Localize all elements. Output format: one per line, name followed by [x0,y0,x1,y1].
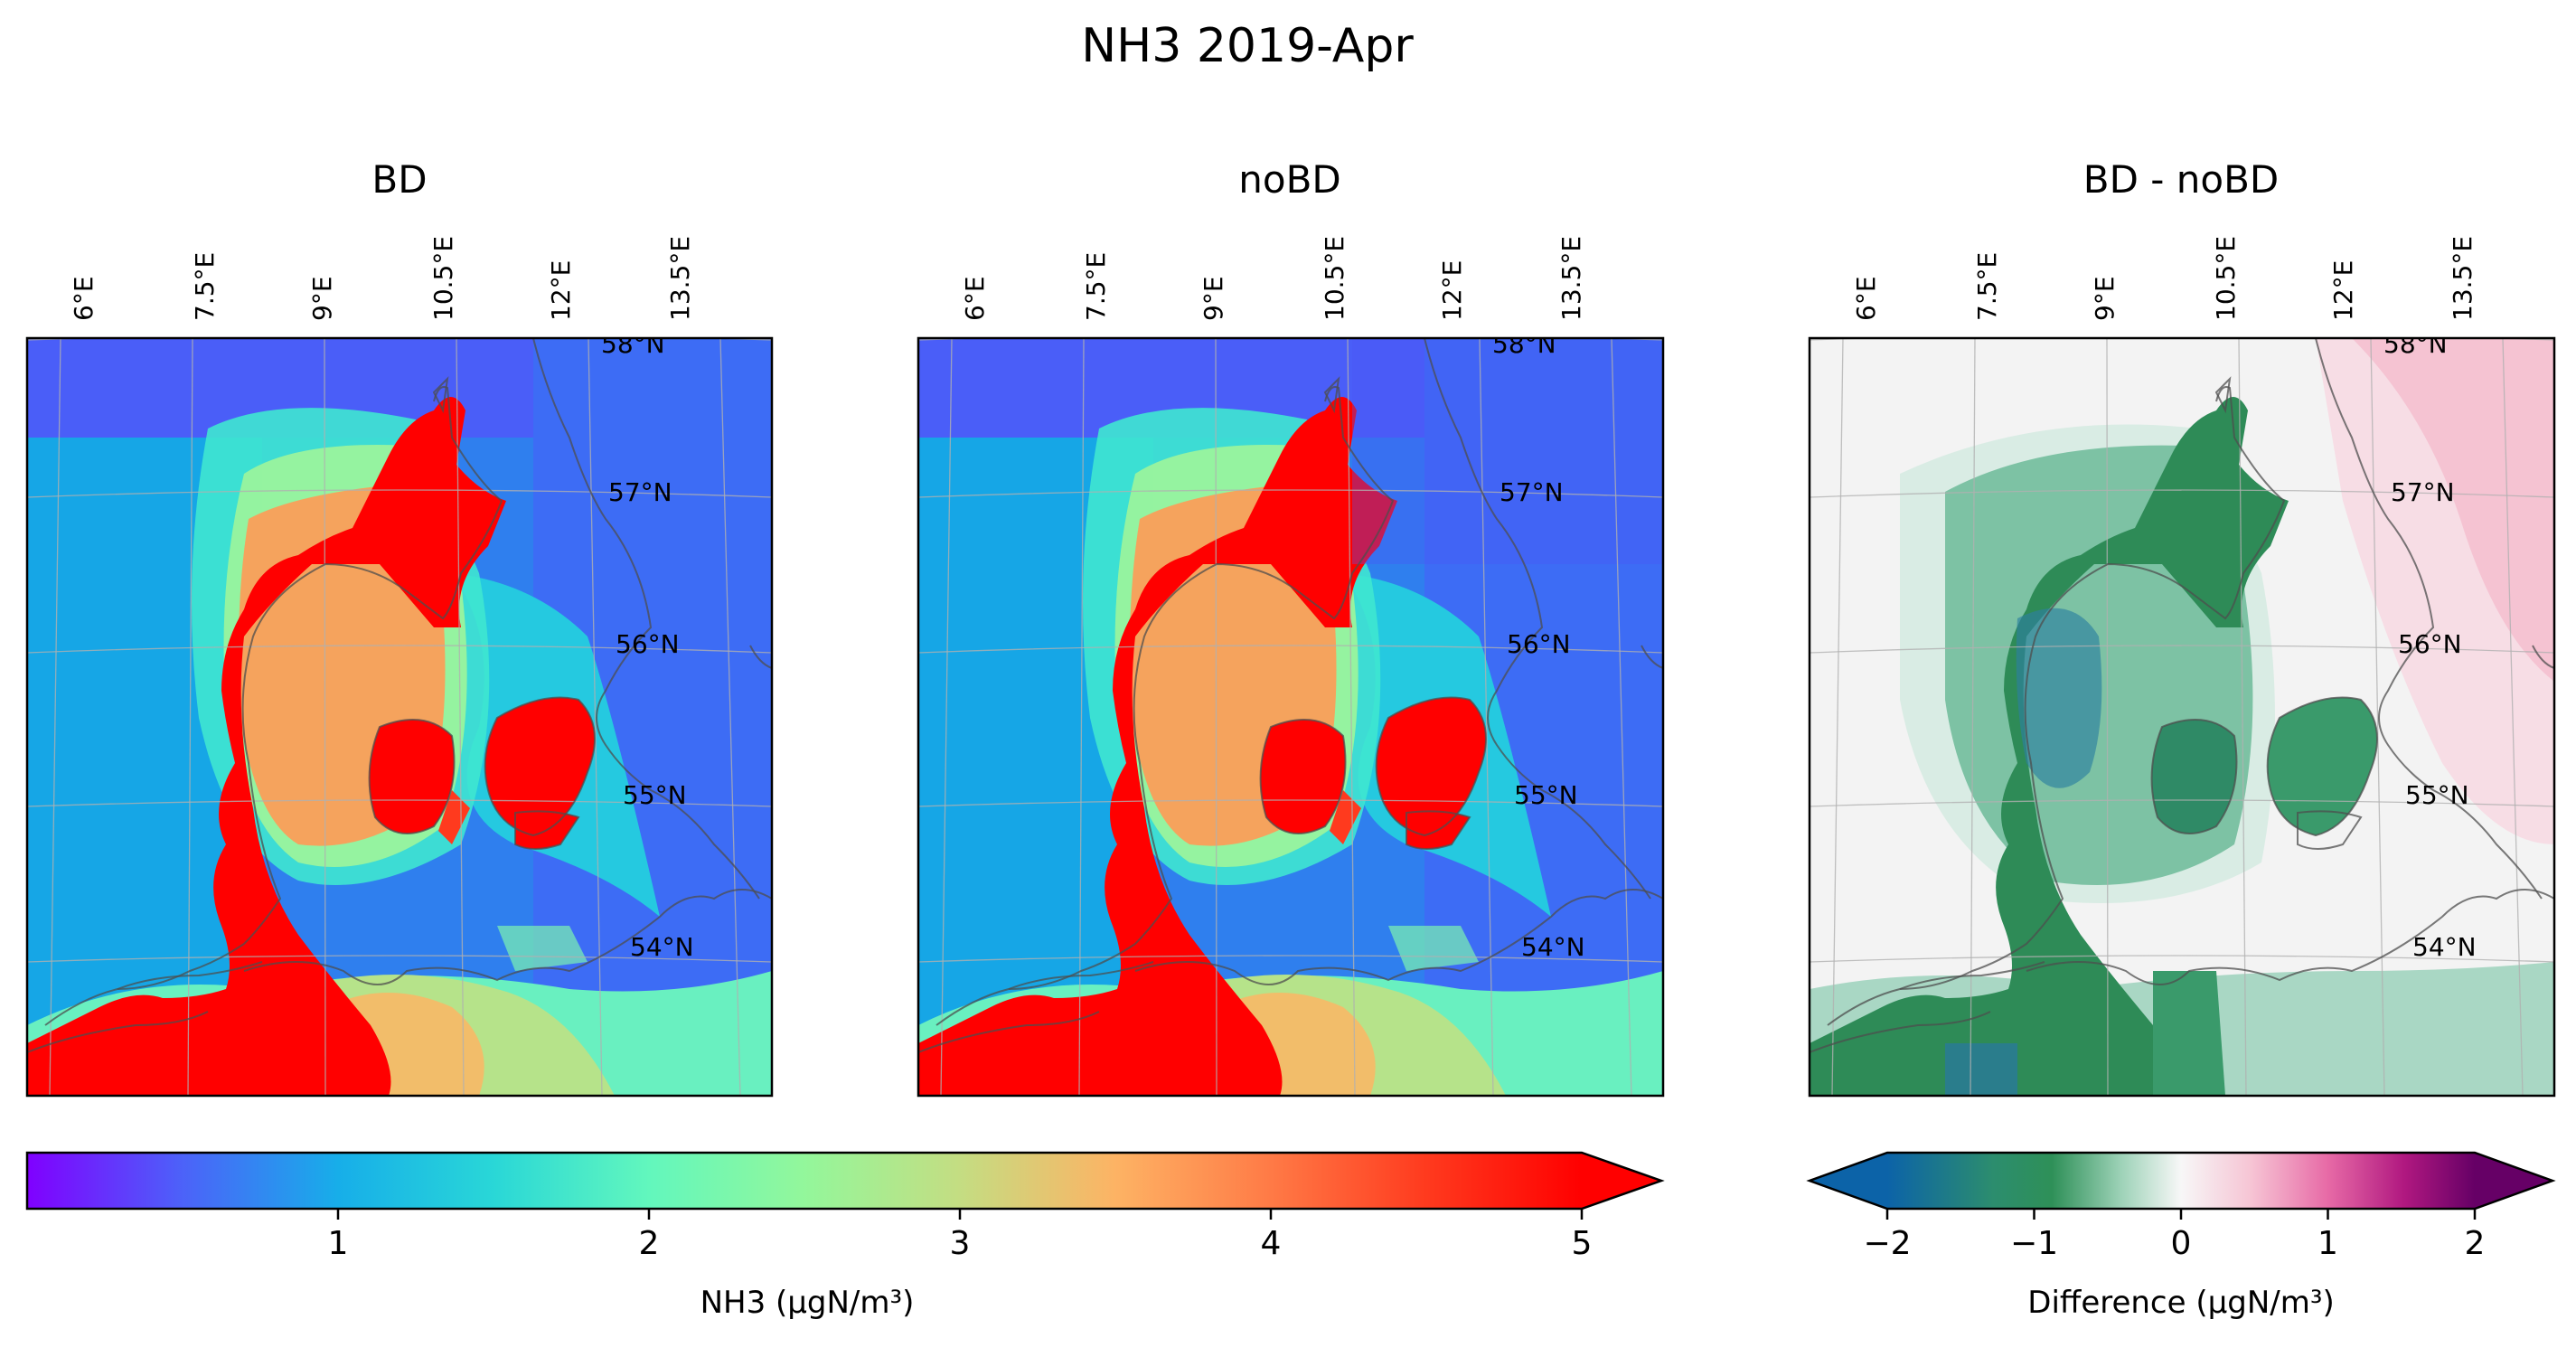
colorbar-tick-label: 1 [2317,1225,2338,1262]
colorbar-diff-label: Difference (µgN/m³) [2027,1285,2334,1321]
lon-tick-label: 7.5°E [190,252,220,321]
heatmap-nobd: 58°N 57°N 56°N 55°N 54°N [918,329,1663,1096]
colorbar-diff-gradient [1887,1153,2475,1209]
lon-tick-label: 13.5°E [2448,236,2477,321]
lon-tick-label: 12°E [1437,260,1467,321]
colorbar-tick-label: −1 [2010,1225,2058,1262]
colorbar-tick-label: 0 [2171,1225,2192,1262]
lon-tick-label: 12°E [2328,260,2358,321]
lon-tick-label: 6°E [1851,276,1881,321]
lon-tick-labels: 6°E 7.5°E 9°E 10.5°E 12°E 13.5°E [69,236,695,321]
lon-tick-label: 10.5°E [2211,236,2241,321]
colorbar-main-ticks: 1 2 3 4 5 [328,1209,1593,1262]
lon-tick-label: 10.5°E [1320,236,1349,321]
lat-tick-label: 57°N [608,477,672,507]
panel-difference: BD - noBD 6°E 7.5°E 9°E 10.5°E 12°E 13.5… [1808,157,2556,1098]
lat-tick-label: 54°N [2412,932,2477,962]
lon-tick-label: 9°E [307,276,337,321]
lon-tick-labels: 6°E 7.5°E 9°E 10.5°E 12°E 13.5°E [1851,236,2477,321]
lat-tick-label: 55°N [1514,780,1578,810]
lat-tick-label: 54°N [1521,932,1585,962]
lat-tick-labels: 58°N 57°N 56°N 55°N 54°N [2383,329,2477,962]
lat-tick-label: 55°N [2405,780,2469,810]
lat-tick-label: 58°N [601,329,665,359]
colorbar-tick-label: 4 [1261,1225,1282,1262]
colorbar-main-gradient [27,1153,1582,1209]
lat-tick-label: 56°N [1507,629,1571,659]
lon-tick-label: 6°E [69,276,99,321]
colorbar-main: 1 2 3 4 5 NH3 (µgN/m³) [25,1151,1665,1321]
colorbar-diff: −2 −1 0 1 2 Difference (µgN/m³) [1806,1151,2556,1321]
colorbar-tick-label: 2 [639,1225,660,1262]
colorbar-extend-min-arrow [1810,1153,1887,1209]
colorbar-tick-label: 1 [328,1225,349,1262]
lon-tick-label: 9°E [1199,276,1228,321]
colorbar-tick-label: 2 [2465,1225,2486,1262]
lat-tick-labels: 58°N 57°N 56°N 55°N 54°N [601,329,694,962]
figure-title: NH3 2019-Apr [1081,19,1414,73]
map-frame [1808,336,2556,1098]
colorbar-diff-ticks: −2 −1 0 1 2 [1863,1209,2485,1262]
lon-tick-label: 13.5°E [665,236,695,321]
lat-tick-label: 56°N [2398,629,2462,659]
lon-tick-label: 12°E [546,260,576,321]
panel-nobd: noBD 6°E 7.5°E 9°E 10.5°E 12°E 13.5°E 58… [917,157,1665,1098]
colorbar-main-outline [25,1151,1665,1211]
lon-tick-labels: 6°E 7.5°E 9°E 10.5°E 12°E 13.5°E [960,236,1586,321]
lon-tick-label: 9°E [2090,276,2120,321]
colorbar-tick-label: 3 [950,1225,971,1262]
lat-tick-label: 54°N [630,932,694,962]
panel-title: BD - noBD [2083,157,2279,202]
heatmap-difference: 58°N 57°N 56°N 55°N 54°N [1810,329,2554,1096]
lat-tick-labels: 58°N 57°N 56°N 55°N 54°N [1492,329,1585,962]
map-frame [25,336,774,1098]
lat-tick-label: 58°N [2383,329,2448,359]
lon-tick-label: 7.5°E [1081,252,1111,321]
colorbar-tick-label: −2 [1863,1225,1911,1262]
colorbar-main-label: NH3 (µgN/m³) [700,1285,915,1321]
lon-tick-label: 6°E [960,276,990,321]
lat-tick-label: 57°N [1500,477,1564,507]
panel-bd: BD 6°E 7.5°E 9°E 10.5°E 12°E 13.5°E 58°N… [25,157,774,1098]
panel-title: BD [371,157,427,202]
lat-tick-label: 56°N [616,629,680,659]
map-frame [917,336,1665,1098]
lon-tick-label: 7.5°E [1972,252,2002,321]
lon-tick-label: 13.5°E [1556,236,1586,321]
lat-tick-label: 55°N [623,780,687,810]
colorbar-tick-label: 5 [1572,1225,1593,1262]
colorbar-extend-max-arrow [2475,1153,2552,1209]
lat-tick-label: 57°N [2391,477,2455,507]
panel-title: noBD [1238,157,1340,202]
lon-tick-label: 10.5°E [428,236,458,321]
colorbar-extend-max-arrow [1582,1153,1661,1209]
lat-tick-label: 58°N [1492,329,1556,359]
heatmap-bd: 58°N 57°N 56°N 55°N 54°N [27,329,772,1096]
